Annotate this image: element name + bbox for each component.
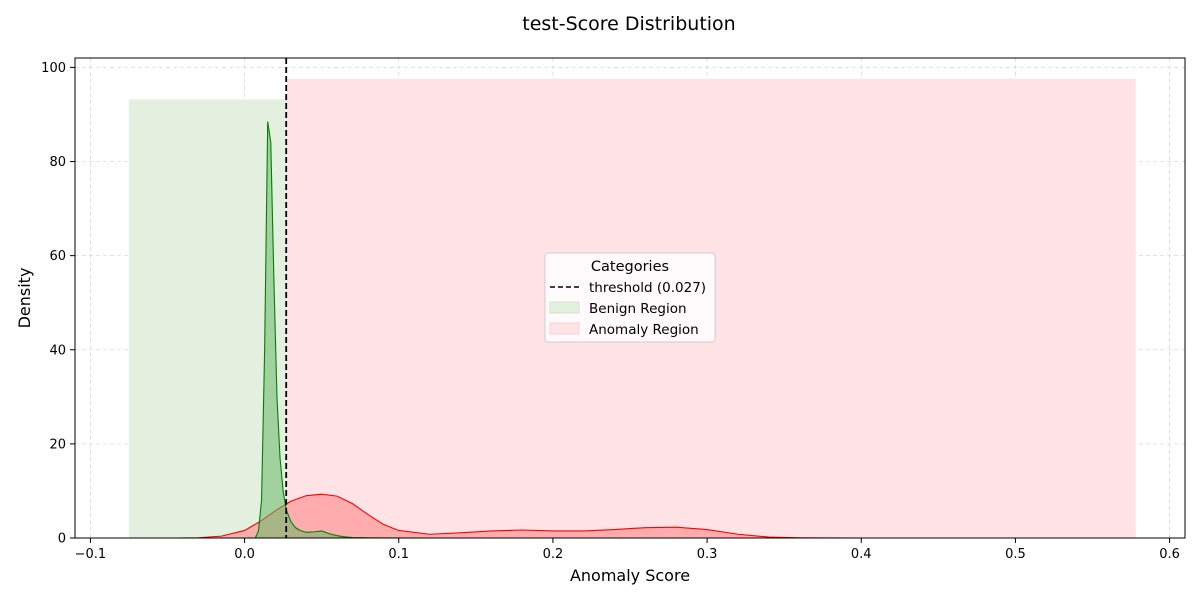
x-tick-label: −0.1 — [75, 547, 107, 562]
legend: Categories threshold (0.027) Benign Regi… — [544, 252, 716, 343]
x-tick-label: 0.2 — [543, 547, 564, 562]
legend-benign-label: Benign Region — [589, 301, 687, 317]
legend-title: Categories — [591, 259, 669, 275]
legend-anomaly-swatch — [549, 322, 580, 335]
y-tick-label: 20 — [49, 437, 66, 452]
x-axis-label: Anomaly Score — [570, 566, 690, 585]
benign-region — [128, 99, 287, 538]
y-tick-label: 60 — [49, 249, 66, 264]
plot-frame — [74, 57, 1186, 539]
legend-threshold-label: threshold (0.027) — [589, 280, 706, 296]
y-tick-label: 0 — [58, 532, 66, 547]
y-tick-label: 40 — [49, 343, 66, 358]
x-tick-label: 0.6 — [1159, 547, 1180, 562]
x-tick-label: 0.0 — [234, 547, 255, 562]
legend-benign-swatch — [549, 301, 580, 314]
x-tick-label: 0.5 — [1005, 547, 1026, 562]
x-tick-label: 0.1 — [388, 547, 409, 562]
x-tick-label: 0.4 — [851, 547, 872, 562]
x-ticks: −0.1 0.0 0.1 0.2 0.3 0.4 0.5 0.6 — [75, 538, 1180, 562]
y-tick-label: 80 — [49, 155, 66, 170]
legend-box — [544, 252, 716, 343]
chart-title: test-Score Distribution — [522, 13, 735, 35]
x-tick-label: 0.3 — [697, 547, 718, 562]
legend-anomaly-label: Anomaly Region — [589, 322, 699, 338]
y-axis-label: Density — [15, 268, 34, 329]
y-ticks: 0 20 40 60 80 100 — [41, 61, 75, 547]
y-tick-label: 100 — [41, 61, 66, 76]
